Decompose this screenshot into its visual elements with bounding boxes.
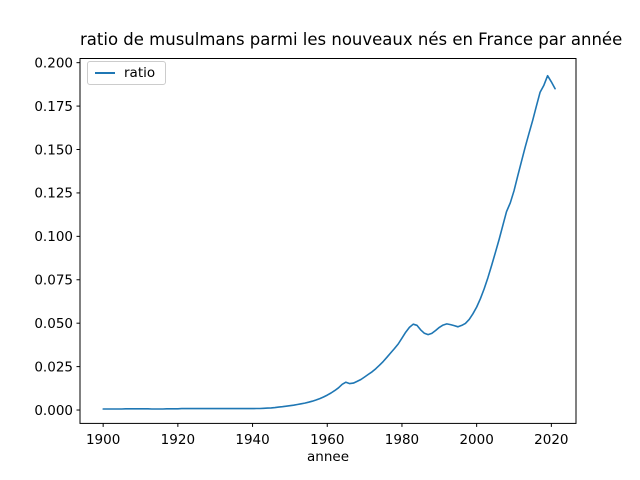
x-tick-label: 1920 xyxy=(161,432,195,448)
y-tick-label: 0.150 xyxy=(34,142,73,158)
chart-title: ratio de musulmans parmi les nouveaux né… xyxy=(80,30,623,49)
legend-line-sample-icon xyxy=(95,72,115,74)
y-tick-label: 0.000 xyxy=(34,403,73,419)
legend-label: ratio xyxy=(124,65,156,81)
legend: ratio xyxy=(87,61,167,85)
x-tick-label: 1940 xyxy=(235,432,269,448)
y-tick-label: 0.175 xyxy=(34,99,73,115)
y-tick-label: 0.200 xyxy=(34,55,73,71)
x-tick-label: 2000 xyxy=(459,432,493,448)
x-tick-label: 1960 xyxy=(310,432,344,448)
x-tick-label: 2020 xyxy=(534,432,568,448)
y-tick-label: 0.050 xyxy=(34,316,73,332)
y-tick-label: 0.075 xyxy=(34,273,73,289)
axes-spines xyxy=(79,58,577,424)
series-line-ratio xyxy=(102,74,556,410)
y-tick-label: 0.025 xyxy=(34,359,73,375)
x-tick-label: 1900 xyxy=(86,432,120,448)
y-tick-label: 0.125 xyxy=(34,186,73,202)
x-tick-label: 1980 xyxy=(385,432,419,448)
y-tick-label: 0.100 xyxy=(34,229,73,245)
x-axis-label: annee xyxy=(307,449,349,465)
